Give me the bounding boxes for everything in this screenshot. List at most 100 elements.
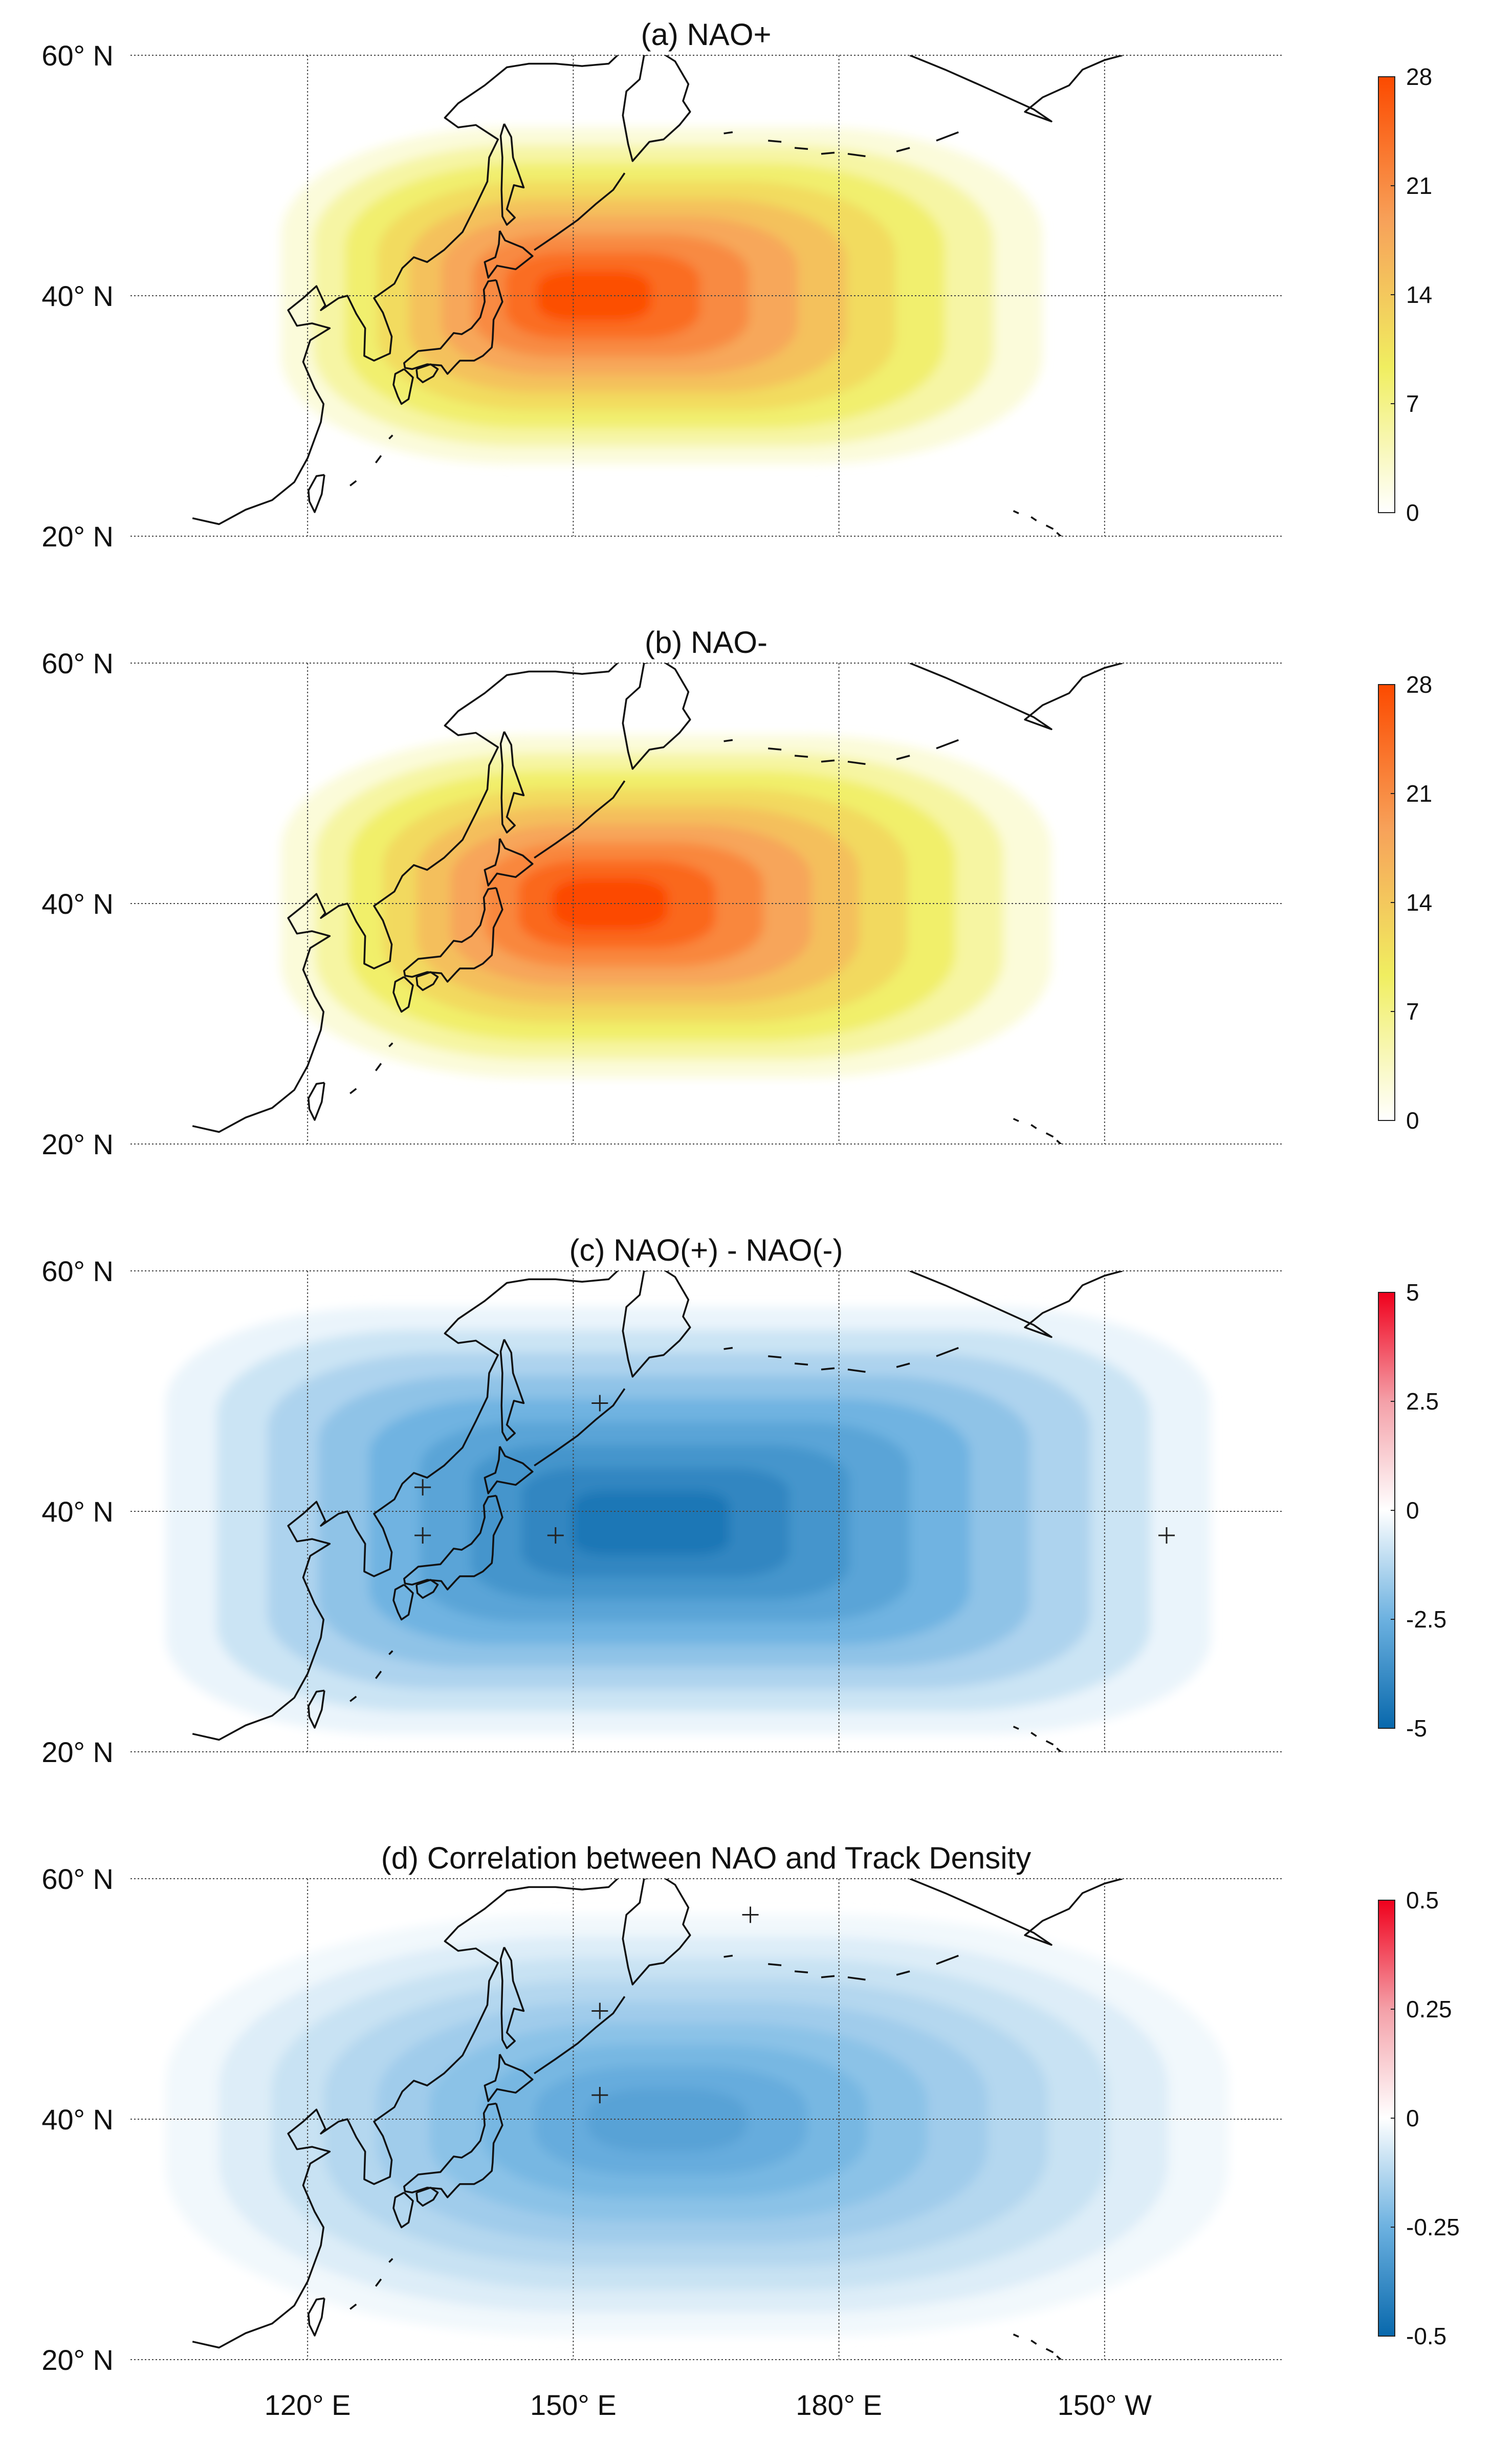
coast-honshu — [403, 2102, 503, 2198]
island-aleutian-3 — [794, 755, 808, 758]
grid — [130, 1270, 1282, 1752]
island-hawaii-2 — [1030, 1731, 1037, 1737]
coast-taiwan — [308, 474, 325, 513]
island-aleutian-1 — [723, 739, 733, 742]
colorbar-tick-label: -2.5 — [1406, 1606, 1446, 1633]
significance-marker — [591, 1395, 608, 1412]
coast-shikoku — [415, 2187, 439, 2207]
coast-hokkaido — [484, 2054, 534, 2102]
island-ryukyu-3 — [388, 1042, 393, 1047]
island-ryukyu-2 — [349, 1088, 357, 1094]
island-aleutian-4 — [821, 759, 835, 763]
island-aleutian-4 — [821, 151, 835, 155]
island-kuril — [534, 780, 626, 859]
panel-title: (d) Correlation between NAO and Track De… — [381, 1841, 1032, 1875]
significance-marker — [1158, 1527, 1175, 1544]
heatmap-field — [281, 735, 1052, 1078]
island-aleutian-2 — [768, 1355, 782, 1358]
coast-taiwan — [308, 1689, 325, 1729]
island-aleutian-7 — [936, 1347, 959, 1357]
island-aleutian-6 — [896, 1970, 910, 1976]
colorbar-tick-label: 7 — [1406, 390, 1419, 417]
y-tick-label: 60° N — [41, 1863, 114, 1895]
coastlines — [192, 1879, 1123, 2360]
y-tick-label: 40° N — [41, 1495, 114, 1528]
significance-marker — [547, 1527, 564, 1544]
significance-marker — [591, 2087, 608, 2103]
coast-asia-mainland — [192, 663, 619, 1133]
coast-kamchatka — [622, 1271, 691, 1378]
island-kuril — [534, 172, 626, 251]
coast-honshu — [403, 1494, 503, 1591]
coast-alaska — [909, 1271, 1123, 1338]
grid — [130, 663, 1282, 1145]
coast-kamchatka — [622, 1879, 691, 1986]
y-tick-label: 20° N — [41, 2344, 114, 2376]
coast-sakhalin — [499, 1947, 525, 2050]
colorbar-tick-label: 21 — [1406, 172, 1432, 199]
island-ryukyu-1 — [375, 1063, 382, 1071]
coast-kyushu — [392, 1583, 414, 1621]
coast-alaska — [909, 663, 1123, 731]
colorbar-tick-label: 14 — [1406, 889, 1432, 916]
contour-level-9 — [572, 1491, 729, 1555]
coast-kyushu — [392, 368, 414, 405]
island-aleutian-5 — [847, 1368, 866, 1373]
island-aleutian-5 — [847, 1976, 866, 1981]
coast-sakhalin — [499, 731, 525, 834]
x-tick-label: 120° E — [265, 2389, 351, 2421]
coast-alaska — [909, 1879, 1123, 1946]
island-ryukyu-3 — [388, 1650, 393, 1655]
significance-marker — [742, 1906, 759, 1923]
colorbar-tick-label: 2.5 — [1406, 1388, 1439, 1415]
island-aleutian-7 — [936, 739, 959, 750]
island-hawaii-4 — [1056, 532, 1062, 536]
coastlines — [192, 55, 1123, 536]
colorbar-tick-label: 28 — [1406, 671, 1432, 698]
island-hawaii-2 — [1030, 2339, 1037, 2345]
y-tick-label: 20° N — [41, 1736, 114, 1768]
significance-marker — [414, 1479, 431, 1495]
heatmap-field — [166, 1915, 1229, 2336]
island-aleutian-6 — [896, 755, 910, 760]
colorbar-tick-label: 5 — [1406, 1279, 1419, 1306]
island-aleutian-2 — [768, 1963, 782, 1966]
x-tick-label: 150° W — [1058, 2389, 1152, 2421]
panel-d: 60° N 40° N 20° N (d) Correlation between N… — [41, 1841, 1460, 2376]
colorbar-tick-label: 7 — [1406, 998, 1419, 1025]
island-hawaii-3 — [1045, 1132, 1054, 1138]
coast-shikoku — [415, 363, 439, 383]
island-ryukyu-1 — [375, 1670, 382, 1679]
coast-sakhalin — [499, 1339, 525, 1442]
island-hawaii-4 — [1056, 2355, 1062, 2360]
island-aleutian-6 — [896, 1362, 910, 1368]
island-aleutian-1 — [723, 131, 733, 135]
colorbar-tick-label: 0.25 — [1406, 1996, 1452, 2022]
coast-hokkaido — [484, 838, 534, 887]
island-hawaii-1 — [1013, 1726, 1019, 1730]
island-aleutian-3 — [794, 147, 808, 150]
island-aleutian-1 — [723, 1954, 733, 1958]
colorbar-tick-label: 0 — [1406, 1497, 1419, 1524]
coast-kamchatka — [622, 55, 691, 162]
coast-kyushu — [392, 2191, 414, 2229]
y-tick-label: 40° N — [41, 2103, 114, 2136]
coast-hokkaido — [484, 230, 534, 279]
island-hawaii-3 — [1045, 2348, 1054, 2353]
island-aleutian-2 — [768, 140, 782, 143]
colorbar-tick-label: 0 — [1406, 2105, 1419, 2131]
y-tick-label: 20° N — [41, 1128, 114, 1160]
island-aleutian-4 — [821, 1975, 835, 1978]
island-ryukyu-2 — [349, 480, 357, 487]
panel-title: (b) NAO- — [645, 625, 767, 659]
island-hawaii-2 — [1030, 1124, 1037, 1129]
significance-marker — [414, 1527, 431, 1544]
island-aleutian-5 — [847, 760, 866, 765]
y-tick-label: 60° N — [41, 647, 114, 679]
y-tick-label: 40° N — [41, 888, 114, 920]
contour-level-9 — [552, 878, 668, 930]
coast-kyushu — [392, 976, 414, 1013]
island-aleutian-1 — [723, 1347, 733, 1350]
island-hawaii-4 — [1056, 1139, 1062, 1144]
